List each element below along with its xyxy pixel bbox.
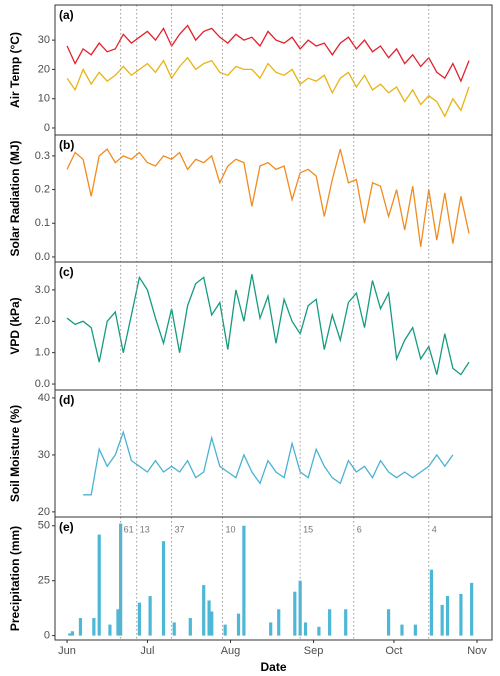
y-tick-label: 0.2 bbox=[35, 183, 50, 195]
bar bbox=[269, 622, 273, 636]
panel-tag: (e) bbox=[59, 520, 74, 534]
y-tick-label: 30 bbox=[38, 34, 50, 46]
y-tick-label: 0.0 bbox=[35, 378, 50, 390]
event-label: 15 bbox=[303, 524, 313, 534]
bar bbox=[92, 618, 96, 636]
y-tick-label: 2.0 bbox=[35, 315, 50, 327]
x-tick-label: Aug bbox=[221, 645, 241, 657]
bar bbox=[172, 622, 176, 636]
bar bbox=[210, 611, 214, 636]
bar bbox=[429, 569, 434, 636]
panel bbox=[55, 390, 492, 517]
bar bbox=[207, 600, 211, 636]
y-axis-label: Soil Moisture (%) bbox=[8, 405, 22, 502]
y-tick-label: 1.0 bbox=[35, 347, 50, 359]
event-label: 37 bbox=[175, 524, 185, 534]
x-tick-label: Jun bbox=[58, 645, 76, 657]
panel-tag: (c) bbox=[59, 265, 74, 279]
bar bbox=[440, 604, 444, 636]
y-axis-label: VPD (kPa) bbox=[8, 297, 22, 354]
y-tick-label: 0.1 bbox=[35, 217, 50, 229]
y-axis-label: Solar Radiation (MJ) bbox=[8, 140, 22, 256]
bar bbox=[317, 626, 321, 636]
y-tick-label: 0.3 bbox=[35, 150, 50, 162]
bar bbox=[470, 582, 474, 636]
bar bbox=[293, 591, 297, 636]
bar bbox=[386, 609, 391, 636]
event-label: 10 bbox=[225, 524, 235, 534]
bar bbox=[97, 534, 101, 636]
x-axis-label: Date bbox=[260, 660, 286, 674]
bar bbox=[223, 624, 227, 636]
y-tick-label: 50 bbox=[38, 520, 50, 532]
bar bbox=[119, 523, 123, 636]
bar bbox=[202, 585, 206, 636]
bar bbox=[445, 596, 450, 636]
bar bbox=[242, 525, 246, 636]
y-tick-label: 30 bbox=[38, 449, 50, 461]
y-tick-label: 10 bbox=[38, 93, 50, 105]
bar bbox=[236, 613, 241, 636]
x-tick-label: Nov bbox=[467, 645, 487, 657]
x-tick-label: Sep bbox=[304, 645, 324, 657]
bar bbox=[137, 602, 141, 636]
bar bbox=[116, 609, 120, 636]
event-label: 13 bbox=[140, 524, 150, 534]
bar bbox=[108, 624, 112, 636]
bar bbox=[400, 624, 404, 636]
panel bbox=[55, 517, 492, 640]
x-tick-label: Jul bbox=[140, 645, 154, 657]
bar bbox=[78, 618, 83, 636]
event-label: 6 bbox=[357, 524, 362, 534]
panel-tag: (a) bbox=[59, 8, 74, 22]
x-tick-label: Oct bbox=[385, 645, 402, 657]
y-tick-label: 40 bbox=[38, 392, 50, 404]
data-line bbox=[66, 56, 470, 118]
panel bbox=[55, 135, 492, 262]
bar bbox=[148, 596, 152, 636]
y-tick-label: 25 bbox=[38, 575, 50, 587]
data-line bbox=[66, 24, 470, 83]
event-label: 61 bbox=[124, 524, 134, 534]
bar bbox=[303, 622, 308, 636]
y-axis-label: Precipitation (mm) bbox=[8, 526, 22, 631]
bar bbox=[459, 593, 463, 636]
panel-border bbox=[54, 516, 493, 641]
y-tick-label: 20 bbox=[38, 506, 50, 518]
y-tick-label: 0 bbox=[44, 122, 50, 134]
data-line bbox=[83, 429, 454, 496]
event-label: 4 bbox=[432, 524, 437, 534]
bar bbox=[188, 618, 192, 636]
panel-tag: (b) bbox=[59, 138, 74, 152]
bar bbox=[344, 609, 348, 636]
bar bbox=[413, 624, 417, 636]
bar bbox=[298, 580, 302, 636]
data-line bbox=[66, 148, 470, 247]
bar bbox=[328, 609, 332, 636]
bar bbox=[277, 609, 281, 636]
bar bbox=[68, 633, 72, 636]
y-tick-label: 0 bbox=[44, 630, 50, 642]
data-line bbox=[66, 274, 470, 376]
bar bbox=[161, 541, 166, 636]
y-axis-label: Air Temp (°C) bbox=[8, 32, 22, 108]
y-tick-label: 0.0 bbox=[35, 251, 50, 263]
y-tick-label: 20 bbox=[38, 63, 50, 75]
panel-tag: (d) bbox=[59, 393, 74, 407]
y-tick-label: 3.0 bbox=[35, 284, 50, 296]
bar bbox=[70, 631, 75, 636]
